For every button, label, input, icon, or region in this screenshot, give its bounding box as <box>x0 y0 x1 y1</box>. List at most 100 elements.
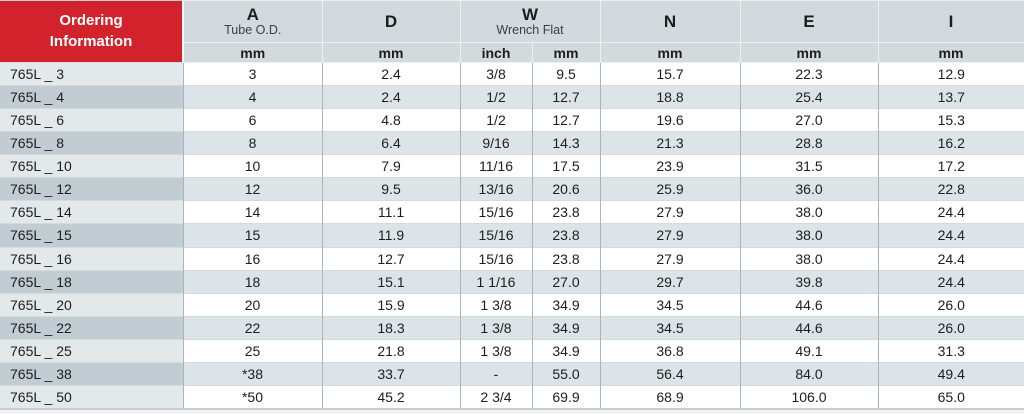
value-cell: 1 3/8 <box>459 315 532 340</box>
value-cell: 20 <box>182 292 322 317</box>
ordering-header-line1: Ordering <box>59 12 123 30</box>
table-row: 765L _ 10 10 7.9 11/16 17.5 23.9 31.5 17.2 <box>0 154 1024 178</box>
table-row: 765L _ 3 3 2.4 3/8 9.5 15.7 22.3 12.9 <box>0 61 1024 86</box>
value-cell: 26.0 <box>877 292 1024 317</box>
part-number-cell: 765L _ 25 <box>0 338 184 363</box>
part-number-cell: 765L _ 15 <box>0 223 184 247</box>
value-cell: 14 <box>182 200 322 224</box>
table-row: 765L _ 6 6 4.8 1/2 12.7 19.6 27.0 15.3 <box>0 108 1024 132</box>
value-cell: 44.6 <box>739 315 878 340</box>
value-cell: 68.9 <box>599 384 740 409</box>
value-cell: 23.9 <box>599 154 740 178</box>
value-cell: 13.7 <box>877 85 1024 109</box>
value-cell: 27.9 <box>599 200 740 224</box>
value-cell: 2.4 <box>321 85 460 109</box>
value-cell: 8 <box>182 131 322 155</box>
column-header-i: I <box>877 0 1024 43</box>
table-row: 765L _ 16 16 12.7 15/16 23.8 27.9 38.0 24.4 <box>0 246 1024 271</box>
value-cell: 25.4 <box>739 85 878 109</box>
part-number-cell: 765L _ 12 <box>0 177 184 201</box>
unit-i-mm: mm <box>877 42 1024 63</box>
value-cell: 44.6 <box>739 292 878 317</box>
table-row: 765L _ 20 20 15.9 1 3/8 34.9 34.5 44.6 26.0 <box>0 292 1024 317</box>
table-header: Ordering Information A Tube O.D. D W Wre… <box>0 0 1024 63</box>
part-number-cell: 765L _ 38 <box>0 361 184 386</box>
value-cell: 31.3 <box>877 338 1024 363</box>
column-sub-w: Wrench Flat <box>496 23 564 38</box>
column-letter-n: N <box>663 11 677 31</box>
value-cell: 25.9 <box>599 177 740 201</box>
value-cell: 23.8 <box>531 246 600 271</box>
part-number-cell: 765L _ 16 <box>0 246 184 271</box>
value-cell: 65.0 <box>877 384 1024 409</box>
value-cell: 12.7 <box>321 246 460 271</box>
column-header-w: W Wrench Flat <box>459 0 601 43</box>
value-cell: 27.9 <box>599 223 740 247</box>
part-number-cell: 765L _ 14 <box>0 200 184 224</box>
value-cell: 15.1 <box>321 269 460 294</box>
table-row: 765L _ 4 4 2.4 1/2 12.7 18.8 25.4 13.7 <box>0 85 1024 109</box>
value-cell: 34.9 <box>531 315 600 340</box>
unit-d-mm: mm <box>321 42 461 63</box>
value-cell: 15/16 <box>459 246 532 271</box>
value-cell: 21.8 <box>321 338 460 363</box>
value-cell: 23.8 <box>531 223 600 247</box>
column-header-e: E <box>739 0 879 43</box>
value-cell: 11.1 <box>321 200 460 224</box>
value-cell: 34.9 <box>531 338 600 363</box>
value-cell: 15/16 <box>459 223 532 247</box>
value-cell: 9.5 <box>321 177 460 201</box>
column-letter-i: I <box>948 11 954 31</box>
value-cell: 24.4 <box>877 269 1024 294</box>
value-cell: 34.5 <box>599 315 740 340</box>
part-number-cell: 765L _ 18 <box>0 269 184 294</box>
value-cell: 38.0 <box>739 200 878 224</box>
value-cell: 16.2 <box>877 131 1024 155</box>
value-cell: 31.5 <box>739 154 878 178</box>
value-cell: 16 <box>182 246 322 271</box>
value-cell: 39.8 <box>739 269 878 294</box>
table-row: 765L _ 22 22 18.3 1 3/8 34.9 34.5 44.6 26.0 <box>0 315 1024 340</box>
value-cell: 69.9 <box>531 384 600 409</box>
value-cell: 22.8 <box>877 177 1024 201</box>
value-cell: 15.7 <box>599 61 740 86</box>
value-cell: 27.9 <box>599 246 740 271</box>
value-cell: 36.0 <box>739 177 878 201</box>
column-letter-w: W <box>521 4 539 24</box>
header-row-units: mm mm inch mm mm mm mm <box>0 42 1024 63</box>
value-cell: 3/8 <box>459 61 532 86</box>
part-number-cell: 765L _ 3 <box>0 61 184 86</box>
table-row: 765L _ 8 8 6.4 9/16 14.3 21.3 28.8 16.2 <box>0 131 1024 155</box>
header-row-columns: Ordering Information A Tube O.D. D W Wre… <box>0 0 1024 63</box>
value-cell: 26.0 <box>877 315 1024 340</box>
table-row: 765L _ 14 14 11.1 15/16 23.8 27.9 38.0 24.4 <box>0 200 1024 224</box>
value-cell: 34.5 <box>599 292 740 317</box>
value-cell: 2.4 <box>321 61 460 86</box>
value-cell: 1 3/8 <box>459 292 532 317</box>
unit-a-mm: mm <box>182 42 323 63</box>
value-cell: 20.6 <box>531 177 600 201</box>
table-row: 765L _ 38 *38 33.7-55.0 56.4 84.0 49.4 <box>0 361 1024 386</box>
value-cell: - <box>459 361 532 386</box>
value-cell: 56.4 <box>599 361 740 386</box>
value-cell: 22 <box>182 315 322 340</box>
value-cell: 9.5 <box>531 61 600 86</box>
value-cell: *38 <box>182 361 322 386</box>
value-cell: 2 3/4 <box>459 384 532 409</box>
value-cell: 18.3 <box>321 315 460 340</box>
column-sub-a: Tube O.D. <box>224 23 282 38</box>
value-cell: 3 <box>182 61 322 86</box>
value-cell: 49.4 <box>877 361 1024 386</box>
value-cell: 13/16 <box>459 177 532 201</box>
value-cell: 15/16 <box>459 200 532 224</box>
value-cell: 18 <box>182 269 322 294</box>
part-number-cell: 765L _ 20 <box>0 292 184 317</box>
column-letter-d: D <box>384 11 398 31</box>
ordering-header-line2: Information <box>49 32 133 50</box>
value-cell: 12 <box>182 177 322 201</box>
value-cell: 11.9 <box>321 223 460 247</box>
column-letter-a: A <box>246 4 259 24</box>
